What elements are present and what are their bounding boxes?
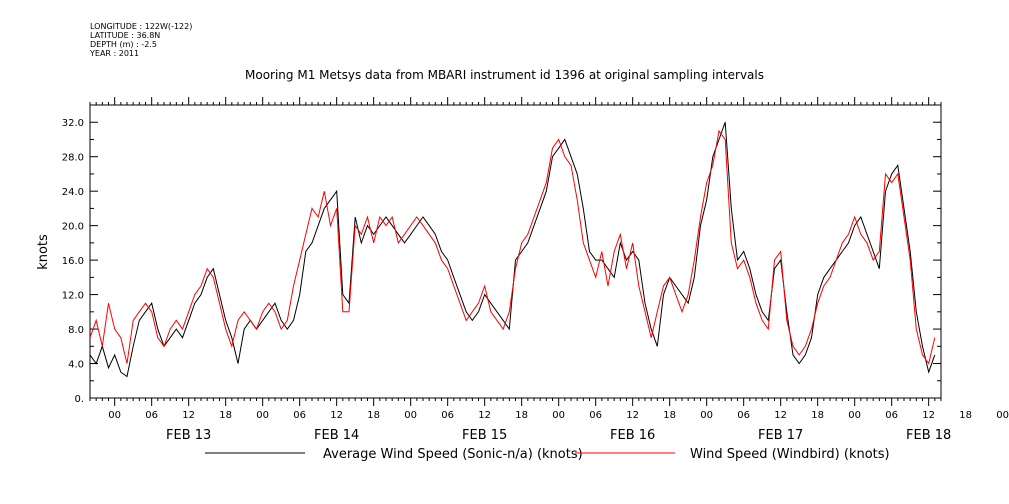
x-tick-label: 12 [922, 410, 935, 421]
y-tick-label: 16.0 [62, 256, 84, 267]
series-group [89, 122, 936, 378]
chart-title: Mooring M1 Metsys data from MBARI instru… [245, 68, 764, 82]
y-tick-label: 24.0 [62, 187, 84, 198]
meta-depth: DEPTH (m) : -2.5 [90, 40, 157, 49]
x-tick-label: 00 [404, 410, 417, 421]
x-tick-label: 12 [182, 410, 195, 421]
x-tick-label: 18 [959, 410, 972, 421]
x-tick-label: 18 [367, 410, 380, 421]
day-label: FEB 13 [166, 428, 211, 443]
day-label: FEB 16 [610, 428, 655, 443]
x-tick-label: 06 [441, 410, 454, 421]
y-tick-label: 0. [74, 394, 84, 405]
legend: Average Wind Speed (Sonic-n/a) (knots) W… [205, 447, 890, 462]
x-tick-label: 12 [330, 410, 343, 421]
x-tick-label: 06 [737, 410, 750, 421]
y-axis: 0. 4.0 8.0 12.0 16.0 20.0 24.0 28.0 32.0 [62, 104, 941, 405]
x-tick-label: 00 [700, 410, 713, 421]
day-label: FEB 14 [314, 428, 359, 443]
x-tick-label: 00 [848, 410, 861, 421]
x-tick-label: 12 [478, 410, 491, 421]
day-label: FEB 17 [758, 428, 803, 443]
x-tick-label: 12 [774, 410, 787, 421]
x-tick-label: 06 [145, 410, 158, 421]
y-tick-label: 4.0 [68, 360, 84, 371]
x-tick-label: 06 [885, 410, 898, 421]
x-tick-label: 00 [552, 410, 565, 421]
legend-label-average: Average Wind Speed (Sonic-n/a) (knots) [323, 447, 583, 462]
x-axis: 00 06 12 18 00 06 12 18 00 06 12 18 00 06 12 18 00 06 12 18… [89, 97, 1009, 443]
meta-year: YEAR : 2011 [90, 49, 140, 58]
legend-label-windbird: Wind Speed (Windbird) (knots) [690, 447, 890, 462]
meta-latitude: LATITUDE : 36.8N [90, 31, 161, 40]
y-axis-label: knots [36, 234, 51, 270]
x-tick-label: 12 [626, 410, 639, 421]
series-average-wind-speed [89, 122, 936, 378]
y-tick-label: 32.0 [62, 118, 84, 129]
x-tick-label: 00 [108, 410, 121, 421]
x-tick-label: 00 [256, 410, 269, 421]
y-tick-label: 12.0 [62, 291, 84, 302]
y-tick-label: 28.0 [62, 153, 84, 164]
x-tick-label: 18 [663, 410, 676, 421]
day-label: FEB 18 [906, 428, 951, 443]
y-tick-label: 8.0 [68, 325, 84, 336]
x-tick-label: 00 [996, 410, 1009, 421]
meta-longitude: LONGITUDE : 122W(-122) [90, 22, 193, 31]
plot-frame [89, 104, 942, 399]
x-tick-label: 18 [219, 410, 232, 421]
y-tick-label: 20.0 [62, 222, 84, 233]
day-label: FEB 15 [462, 428, 507, 443]
x-tick-label: 06 [293, 410, 306, 421]
series-windbird-wind-speed [89, 129, 936, 365]
metadata-block: LONGITUDE : 122W(-122) LATITUDE : 36.8N … [90, 22, 192, 58]
x-tick-label: 06 [589, 410, 602, 421]
x-tick-label: 18 [515, 410, 528, 421]
x-tick-label: 18 [811, 410, 824, 421]
